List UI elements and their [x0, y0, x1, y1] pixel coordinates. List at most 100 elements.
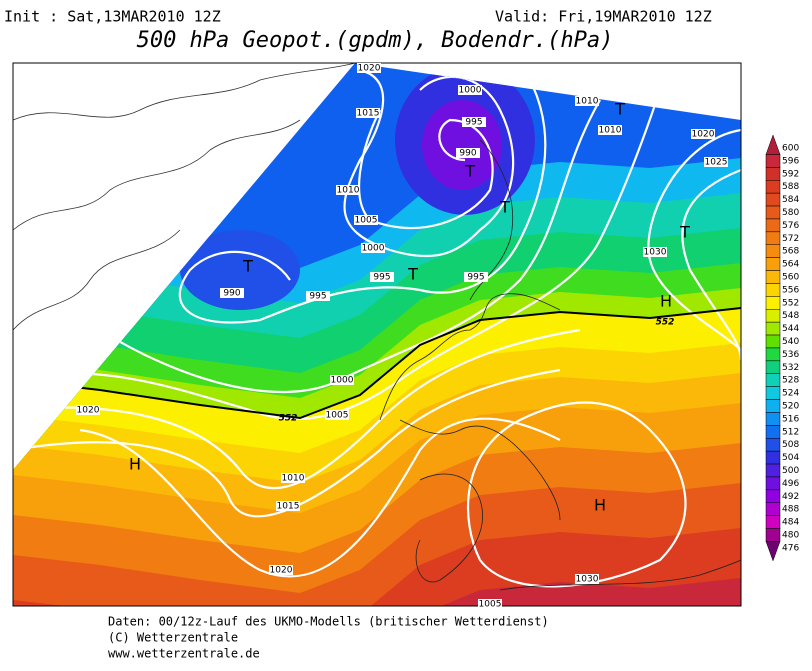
- isobar-label: 1010: [337, 186, 360, 196]
- scale-label: 512: [782, 427, 799, 437]
- scale-label: 592: [782, 169, 799, 179]
- scale-label: 588: [782, 182, 799, 192]
- isobar-label-box: [478, 599, 502, 609]
- isobar-label-box: [281, 473, 305, 483]
- isobar-label-box: [76, 405, 100, 415]
- isobar: [466, 401, 687, 588]
- isobar-label-box: [456, 148, 480, 158]
- isobar-label: 1025: [705, 158, 728, 168]
- scale-cell: [765, 502, 781, 516]
- scale-cell: [765, 515, 781, 529]
- isobar-label: 1005: [355, 216, 378, 226]
- scale-label: 544: [782, 324, 799, 334]
- scale-cell: [765, 134, 781, 155]
- scale-cell: [765, 296, 781, 310]
- isobar-label: 1015: [277, 502, 300, 512]
- scale-label: 600: [782, 144, 799, 154]
- isobar-label-box: [330, 375, 354, 385]
- coastline: [12, 229, 181, 331]
- scale-label: 508: [782, 440, 799, 450]
- scale-label: 488: [782, 505, 799, 515]
- pressure-center: H: [660, 292, 672, 311]
- scale-cell: [765, 309, 781, 323]
- isobar: [79, 417, 561, 578]
- isobar-label: 995: [309, 292, 326, 302]
- isobar-label-box: [704, 157, 728, 167]
- isobar-label-box: [361, 243, 385, 253]
- isobar-label: 995: [467, 273, 484, 283]
- scale-label: 548: [782, 311, 799, 321]
- height-band: [422, 100, 502, 190]
- isobar-label: 990: [459, 149, 476, 159]
- scale-label: 516: [782, 414, 799, 424]
- scale-label: 540: [782, 337, 799, 347]
- init-time: Init : Sat,13MAR2010 12Z: [4, 8, 221, 26]
- isobar-label-box: [598, 125, 622, 135]
- scale-label: 524: [782, 389, 799, 399]
- scale-cell: [765, 154, 781, 168]
- scale-cell: [765, 425, 781, 439]
- footer-line: (C) Wetterzentrale: [108, 631, 238, 645]
- coastline: [399, 419, 561, 521]
- isobar-label-box: [643, 247, 667, 257]
- isobar-label-box: [575, 96, 599, 106]
- scale-cell: [765, 438, 781, 452]
- scale-label: 568: [782, 247, 799, 257]
- color-scale: 600 596 592 588 584 580 576 572 568 564 560 556 552 5…: [765, 134, 799, 562]
- height-field: [13, 63, 741, 606]
- height-band: [180, 230, 300, 310]
- scale-label: 584: [782, 195, 799, 205]
- scale-cell: [765, 244, 781, 258]
- contour-552: [13, 307, 741, 420]
- pressure-center: H: [129, 455, 141, 474]
- isobar-label: 1030: [576, 575, 599, 585]
- scale-label: 520: [782, 402, 799, 412]
- scale-cell: [765, 347, 781, 362]
- scale-label: 572: [782, 234, 799, 244]
- isobar-label-box: [462, 117, 486, 127]
- scale-cell: [765, 180, 781, 194]
- scale-cell: [765, 463, 781, 478]
- scale-label: 596: [782, 156, 799, 166]
- isobar-label-box: [356, 108, 380, 118]
- scale-label: 492: [782, 492, 799, 502]
- pressure-center: T: [464, 162, 475, 181]
- scale-cell: [765, 360, 781, 375]
- isobar-label: 995: [373, 273, 390, 283]
- scale-cell: [765, 167, 781, 181]
- scale-label: 576: [782, 221, 799, 231]
- scale-cell: [765, 334, 781, 349]
- isobar-label-box: [354, 215, 378, 225]
- scale-cell: [765, 231, 781, 246]
- isobar-label-box: [464, 272, 488, 282]
- scale-cell: [765, 528, 781, 542]
- map-title: 500 hPa Geopot.(gpdm), Bodendr.(hPa): [137, 28, 614, 53]
- contour-label: 552: [656, 318, 675, 328]
- isobar-label: 1000: [362, 244, 385, 254]
- scale-cell: [765, 270, 781, 284]
- isobar-label: 1010: [282, 474, 305, 484]
- isobar: [681, 168, 741, 361]
- scale-cell: [765, 218, 781, 233]
- scale-label: 496: [782, 479, 799, 489]
- isobar-label: 995: [465, 118, 482, 128]
- isobar-label: 1010: [599, 126, 622, 136]
- isobar-label-box: [575, 574, 599, 584]
- scale-cell: [765, 541, 781, 562]
- valid-time: Valid: Fri,19MAR2010 12Z: [495, 8, 712, 26]
- pressure-center: T: [407, 265, 418, 284]
- scale-label: 528: [782, 376, 799, 386]
- isobar-label-box: [220, 288, 244, 298]
- scale-label: 564: [782, 260, 799, 270]
- scale-cell: [765, 450, 781, 465]
- isobar: [343, 68, 515, 258]
- scale-label: 532: [782, 363, 799, 373]
- isobar-label-box: [336, 185, 360, 195]
- footer-line: Daten: 00/12z-Lauf des UKMO-Modells (bri…: [108, 615, 549, 629]
- scale-cell: [765, 283, 781, 297]
- coastline: [469, 139, 514, 301]
- isobar-label-box: [306, 291, 330, 301]
- scale-label: 552: [782, 298, 799, 308]
- coastline: [379, 293, 561, 421]
